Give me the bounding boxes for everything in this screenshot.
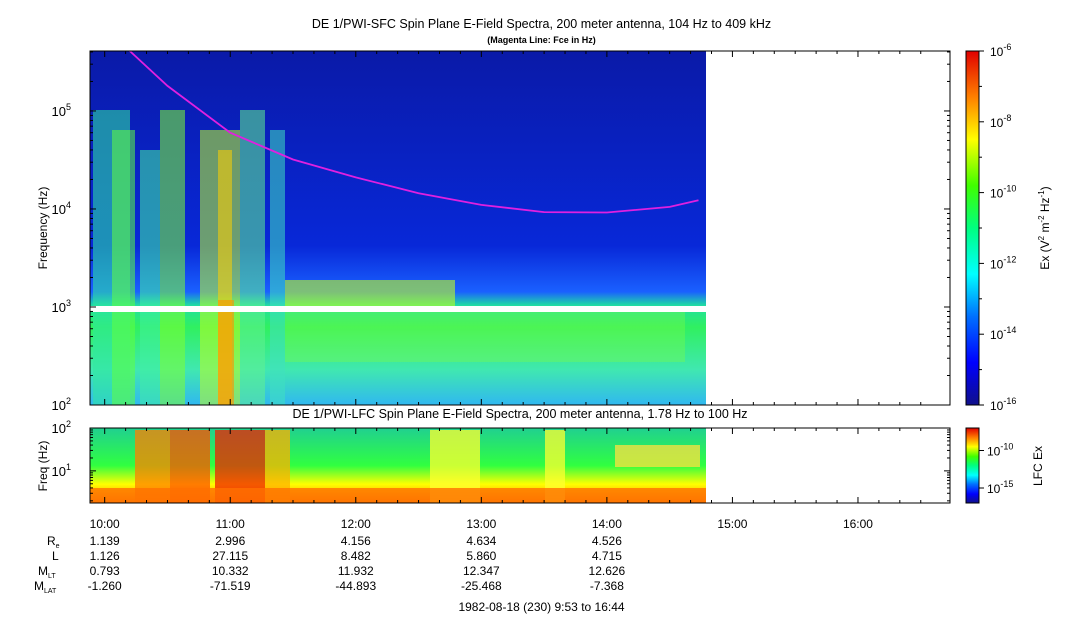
ephemeris-value: -7.368 xyxy=(590,579,624,593)
lfc-chart-title: DE 1/PWI-LFC Spin Plane E-Field Spectra,… xyxy=(292,407,748,421)
sfc-colorbar-tick-label: 10-16 xyxy=(990,396,1016,413)
lfc-y-axis: 101 102 xyxy=(52,419,950,502)
lfc-colorbar-tick-label: 10-10 xyxy=(987,442,1013,459)
sfc-colorbar: 10-6 10-8 10-10 10-12 10-14 10-16 Ex (V2 m-2 … xyxy=(965,42,1052,413)
sfc-chart-subtitle: (Magenta Line: Fce in Hz) xyxy=(487,35,596,45)
time-tick-label: 15:00 xyxy=(717,517,747,531)
sfc-y-tick-label: 105 xyxy=(52,102,71,119)
sfc-emission-bursts xyxy=(93,110,685,405)
time-tick-label: 14:00 xyxy=(592,517,622,531)
ephemeris-value: -71.519 xyxy=(210,579,251,593)
sfc-y-tick-label: 104 xyxy=(52,200,71,217)
sfc-colorbar-gradient xyxy=(965,50,980,406)
ephemeris-row-label: MLT xyxy=(38,564,56,580)
lfc-spectrogram-panel: 101 102 Freq (Hz) xyxy=(36,419,951,504)
ephemeris-row-label: MLAT xyxy=(34,579,57,595)
ephemeris-value: 5.860 xyxy=(466,549,496,563)
sfc-y-tick-label: 103 xyxy=(52,298,71,315)
sfc-colorbar-tick-label: 10-14 xyxy=(990,325,1016,342)
sfc-spectrogram-background xyxy=(90,51,706,405)
lfc-colorbar-gradient xyxy=(965,427,980,504)
time-tick-label: 12:00 xyxy=(341,517,371,531)
ephemeris-value: -25.468 xyxy=(461,579,502,593)
lfc-colorbar-label: LFC Ex xyxy=(1031,446,1045,486)
time-axis: 10:00 11:00 12:00 13:00 14:00 15:00 16:00 xyxy=(90,51,922,531)
sfc-y-axis-label: Frequency (Hz) xyxy=(36,187,50,270)
sfc-plot-frame xyxy=(89,50,951,406)
ephemeris-value: -44.893 xyxy=(335,579,376,593)
lfc-y-axis-label: Freq (Hz) xyxy=(36,441,50,492)
lfc-low-freq-band xyxy=(90,488,706,503)
sfc-band-emission xyxy=(285,312,685,362)
time-range-footer: 1982-08-18 (230) 9:53 to 16:44 xyxy=(458,600,625,614)
ephemeris-value: 1.139 xyxy=(90,534,120,548)
ephemeris-value: 4.156 xyxy=(341,534,371,548)
ephemeris-value: 0.793 xyxy=(90,564,120,578)
sfc-burst xyxy=(240,110,265,405)
ephemeris-value: 8.482 xyxy=(341,549,371,563)
sfc-spectrogram-panel: 102 103 104 105 Frequency (Hz) xyxy=(36,50,951,413)
sfc-chart-title: DE 1/PWI-SFC Spin Plane E-Field Spectra,… xyxy=(311,17,772,31)
sfc-burst xyxy=(112,130,135,405)
time-tick-label: 16:00 xyxy=(843,517,873,531)
ephemeris-value: 2.996 xyxy=(215,534,245,548)
ephemeris-value: 12.626 xyxy=(589,564,626,578)
ephemeris-row-label: Re xyxy=(47,534,60,550)
sfc-burst xyxy=(140,150,160,405)
ephemeris-value: 10.332 xyxy=(212,564,249,578)
sfc-burst xyxy=(160,110,185,405)
time-tick-label: 13:00 xyxy=(466,517,496,531)
sfc-band-emission xyxy=(285,280,455,310)
lfc-burst xyxy=(545,430,565,503)
sfc-data-gap xyxy=(90,306,706,312)
ephemeris-value: 11.932 xyxy=(338,564,374,578)
ephemeris-value: 4.715 xyxy=(592,549,622,563)
sfc-colorbar-ticks: 10-6 10-8 10-10 10-12 10-14 10-16 xyxy=(979,42,1016,413)
sfc-colorbar-tick-label: 10-12 xyxy=(990,254,1016,271)
sfc-burst xyxy=(270,130,285,405)
lfc-colorbar-ticks: 10-10 10-15 xyxy=(979,442,1013,496)
sfc-colorbar-tick-label: 10-6 xyxy=(990,42,1011,59)
time-tick-label: 10:00 xyxy=(90,517,120,531)
sfc-y-axis: 102 103 104 105 xyxy=(52,51,950,413)
ephemeris-value: 4.634 xyxy=(466,534,496,548)
sfc-y-tick-label: 102 xyxy=(52,396,71,413)
lfc-colorbar-tick-label: 10-15 xyxy=(987,479,1013,496)
ephemeris-value: 4.526 xyxy=(592,534,622,548)
time-tick-label: 11:00 xyxy=(216,517,245,531)
sfc-burst xyxy=(218,300,234,405)
lfc-burst xyxy=(615,445,700,467)
sfc-colorbar-tick-label: 10-8 xyxy=(990,113,1011,130)
lfc-y-tick-label: 102 xyxy=(52,419,71,436)
sfc-colorbar-label: Ex (V2 m-2 Hz-1) xyxy=(1037,186,1052,269)
lfc-emission-bursts xyxy=(90,430,706,503)
lfc-plot-frame xyxy=(89,427,951,504)
lfc-y-tick-label: 101 xyxy=(52,462,71,479)
ephemeris-table: Re 1.139 2.996 4.156 4.634 4.526 L 1.126 27.115 8… xyxy=(34,534,626,595)
ephemeris-value: 27.115 xyxy=(212,549,248,563)
fce-line xyxy=(129,50,699,214)
sfc-colorbar-tick-label: 10-10 xyxy=(990,184,1016,201)
ephemeris-value: 1.126 xyxy=(90,549,120,563)
ephemeris-value: 12.347 xyxy=(463,564,500,578)
lfc-colorbar: 10-10 10-15 LFC Ex xyxy=(965,427,1045,504)
ephemeris-row-label: L xyxy=(52,549,59,563)
ephemeris-value: -1.260 xyxy=(88,579,122,593)
